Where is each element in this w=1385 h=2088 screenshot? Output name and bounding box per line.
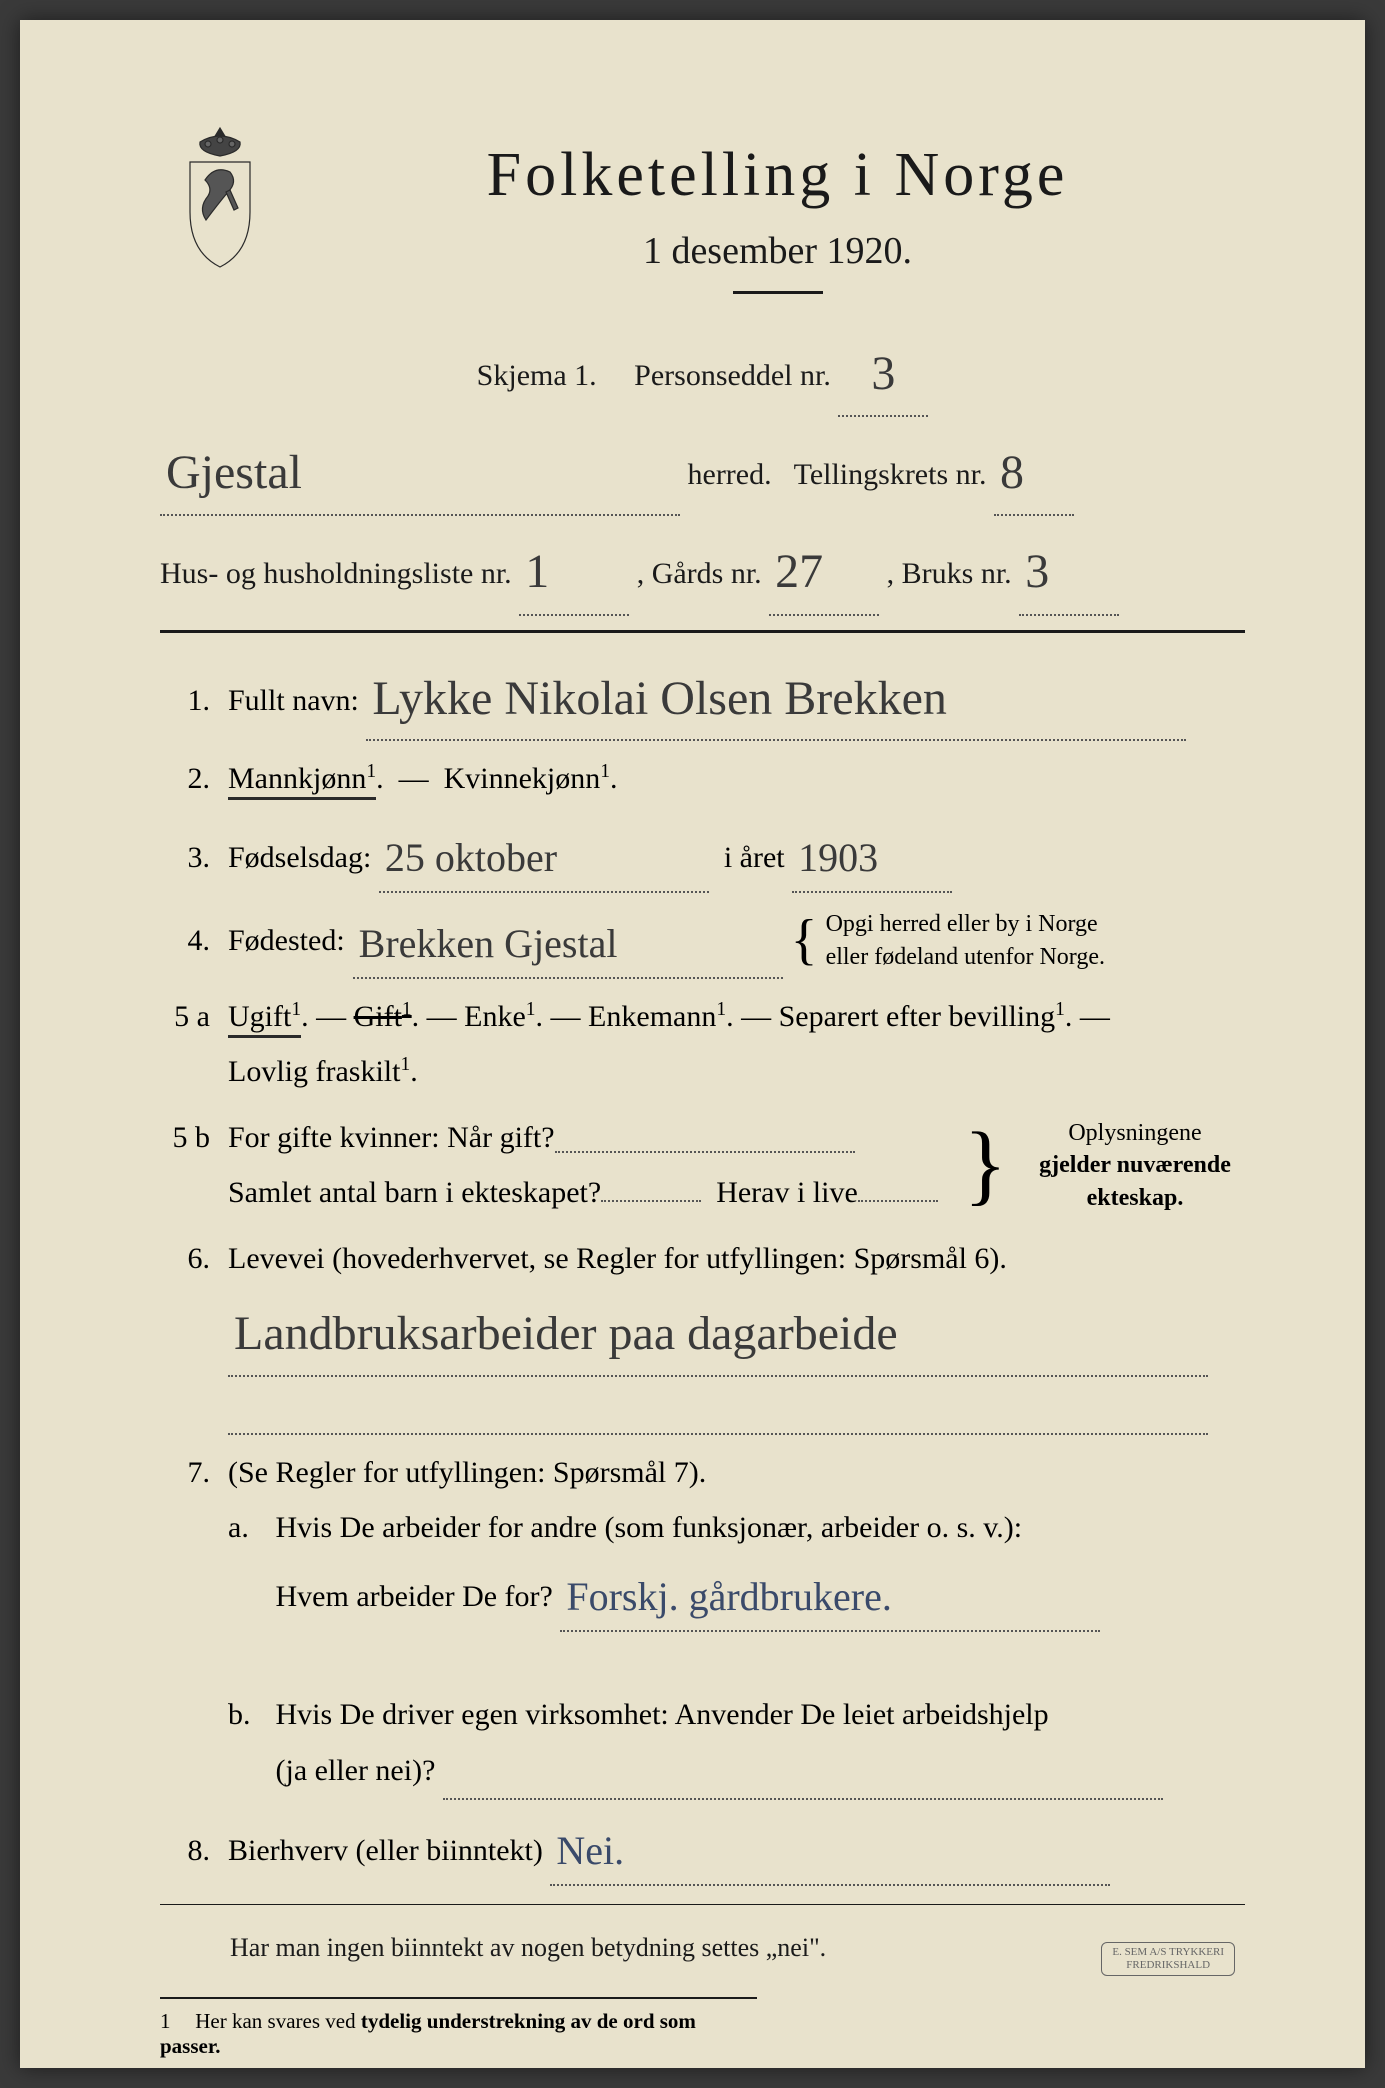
gards-label: , Gårds nr. xyxy=(637,557,762,590)
personseddel-nr: 3 xyxy=(871,328,895,419)
q5a-gift: Gift1 xyxy=(354,1000,412,1033)
q7-label: (Se Regler for utfyllingen: Spørsmål 7). xyxy=(228,1456,706,1489)
tellingskrets-nr: 8 xyxy=(1000,427,1024,518)
q5a-row: 5 a Ugift1. — Gift1. — Enke1. — Enkemann… xyxy=(160,989,1245,1100)
q2-female: Kvinnekjønn1 xyxy=(444,762,610,795)
q1-row: 1. Fullt navn: Lykke Nikolai Olsen Brekk… xyxy=(160,651,1245,742)
q7-row: 7. (Se Regler for utfyllingen: Spørsmål … xyxy=(160,1445,1245,1801)
q8-row: 8. Bierhverv (eller biinntekt) Nei. xyxy=(160,1810,1245,1886)
q2-row: 2. Mannkjønn1. — Kvinnekjønn1. xyxy=(160,751,1245,807)
q5b-num: 5 b xyxy=(160,1121,210,1155)
q7a-text2: Hvem arbeider De for? xyxy=(276,1580,553,1613)
q5b-row: 5 b For gifte kvinner: Når gift? Samlet … xyxy=(160,1110,1245,1221)
hus-liste-label: Hus- og husholdningsliste nr. xyxy=(160,557,512,590)
brace-icon: } xyxy=(964,1138,1007,1192)
bruks-label: , Bruks nr. xyxy=(887,557,1012,590)
q6-value: Landbruksarbeider paa dagarbeide xyxy=(234,1290,898,1379)
q5a-separert: Separert efter bevilling1 xyxy=(779,1000,1065,1033)
q5a-ugift: Ugift1 xyxy=(228,1000,301,1038)
q7a-value: Forskj. gårdbrukere. xyxy=(566,1560,891,1634)
q5a-enkemann: Enkemann1 xyxy=(588,1000,726,1033)
census-form-page: Folketelling i Norge 1 desember 1920. Sk… xyxy=(20,20,1365,2068)
q1-label: Fullt navn: xyxy=(228,684,359,717)
hus-liste-nr: 1 xyxy=(525,526,549,617)
gards-nr: 27 xyxy=(775,526,823,617)
herred-line: Gjestal herred. Tellingskrets nr. 8 xyxy=(160,423,1245,516)
q7b-text2: (ja eller nei)? xyxy=(276,1754,436,1787)
printer-stamp: E. SEM A/S TRYKKERI FREDRIKSHALD xyxy=(1101,1942,1235,1976)
q5a-num: 5 a xyxy=(160,1000,210,1034)
divider-2 xyxy=(160,1904,1245,1905)
header-row: Folketelling i Norge 1 desember 1920. xyxy=(160,120,1245,294)
hus-line: Hus- og husholdningsliste nr. 1 , Gårds … xyxy=(160,522,1245,615)
skjema-line: Skjema 1. Personseddel nr. 3 xyxy=(160,324,1245,417)
q5b-l2a: Samlet antal barn i ekteskapet? xyxy=(228,1176,601,1209)
personseddel-label: Personseddel nr. xyxy=(634,359,831,392)
brace-icon: { xyxy=(791,921,818,960)
q3-year: 1903 xyxy=(798,821,878,895)
q5a-fraskilt: Lovlig fraskilt1 xyxy=(228,1055,410,1088)
q7b-text1: Hvis De driver egen virksomhet: Anvender… xyxy=(276,1698,1049,1731)
q3-day: 25 oktober xyxy=(385,821,557,895)
q7b-label: b. xyxy=(228,1687,268,1743)
herred-value: Gjestal xyxy=(166,427,302,518)
q7a-text1: Hvis De arbeider for andre (som funksjon… xyxy=(276,1511,1023,1544)
title-block: Folketelling i Norge 1 desember 1920. xyxy=(310,120,1245,294)
q4-row: 4. Fødested: Brekken Gjestal { Opgi herr… xyxy=(160,903,1245,979)
footnote-num: 1 xyxy=(160,2009,190,2034)
q4-num: 4. xyxy=(160,924,210,958)
q4-value: Brekken Gjestal xyxy=(359,907,618,981)
q5b-l2b: Herav i live xyxy=(716,1176,858,1209)
q2-num: 2. xyxy=(160,762,210,796)
q1-num: 1. xyxy=(160,684,210,718)
q8-num: 8. xyxy=(160,1834,210,1868)
footnote-row: 1 Her kan svares ved tydelig understrekn… xyxy=(160,1997,757,2059)
skjema-label: Skjema 1. xyxy=(477,359,597,392)
q5a-enke: Enke1 xyxy=(464,1000,535,1033)
footnote-text: Her kan svares ved tydelig understreknin… xyxy=(160,2009,696,2058)
title-divider xyxy=(733,291,823,294)
q6-label: Levevei (hovederhvervet, se Regler for u… xyxy=(228,1242,1007,1275)
q1-value: Lykke Nikolai Olsen Brekken xyxy=(372,655,947,744)
q7-num: 7. xyxy=(160,1456,210,1490)
subtitle-date: 1 desember 1920. xyxy=(310,229,1245,273)
coat-of-arms xyxy=(160,120,280,280)
q3-label: Fødselsdag: xyxy=(228,841,371,874)
q5b-note: Oplysningene gjelder nuværende ekteskap. xyxy=(1025,1117,1245,1214)
form-inner: Folketelling i Norge 1 desember 1920. Sk… xyxy=(60,80,1325,2028)
q8-label: Bierhverv (eller biinntekt) xyxy=(228,1834,543,1867)
q4-note: Opgi herred eller by i Norge eller fødel… xyxy=(826,908,1156,973)
q8-value: Nei. xyxy=(556,1814,624,1888)
q7a-label: a. xyxy=(228,1500,268,1556)
bruks-nr: 3 xyxy=(1025,526,1049,617)
main-title: Folketelling i Norge xyxy=(310,140,1245,211)
q5b-l1: For gifte kvinner: Når gift? xyxy=(228,1121,555,1154)
q2-male: Mannkjønn1 xyxy=(228,762,376,800)
q3-row: 3. Fødselsdag: 25 oktober i året 1903 xyxy=(160,817,1245,893)
tellingskrets-label: Tellingskrets nr. xyxy=(794,458,987,491)
divider-1 xyxy=(160,630,1245,633)
herred-label: herred. xyxy=(688,458,772,491)
q6-num: 6. xyxy=(160,1242,210,1276)
footer-note: Har man ingen biinntekt av nogen betydni… xyxy=(160,1923,1245,1972)
q4-label: Fødested: xyxy=(228,913,345,969)
q6-row: 6. Levevei (hovederhvervet, se Regler fo… xyxy=(160,1231,1245,1435)
q3-num: 3. xyxy=(160,841,210,875)
q3-year-label: i året xyxy=(724,841,785,874)
